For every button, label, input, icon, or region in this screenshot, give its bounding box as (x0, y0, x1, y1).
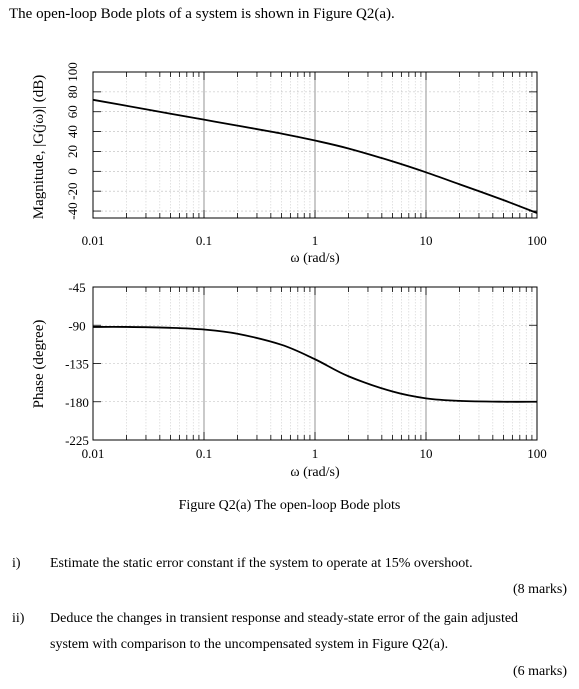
question-2-number: ii) (12, 611, 25, 626)
phase-xtick-label: 10 (420, 446, 433, 461)
mag-curve (92, 98, 538, 214)
figure-caption: Figure Q2(a) The open-loop Bode plots (178, 498, 401, 513)
mag-xtick-label: 1 (312, 233, 319, 248)
question-1-marks: (8 marks) (512, 582, 567, 597)
intro-text: The open-loop Bode plots of a system is … (9, 6, 395, 22)
phase-ytick-label: -90 (68, 318, 85, 333)
question-2-text-line2: system with comparison to the uncompensa… (50, 637, 449, 652)
phase-xtick-label: 1 (312, 446, 319, 461)
phase-frame (92, 286, 538, 441)
mag-ytick-label: 60 (65, 105, 80, 118)
mag-ylabel: Magnitude, |G(jω)| (dB) (31, 75, 47, 220)
phase-xlabel: ω (rad/s) (290, 465, 340, 480)
mag-ytick-label: 0 (65, 168, 80, 175)
phase-ytick-label: -225 (65, 433, 89, 448)
mag-xtick-label: 0.1 (196, 233, 212, 248)
question-1-number: i) (12, 556, 21, 571)
mag-ytick-label: 80 (65, 85, 80, 98)
phase-ylabel: Phase (degree) (31, 320, 47, 409)
mag-ytick-label: 100 (65, 62, 80, 82)
mag-ytick-label: -40 (65, 202, 80, 219)
mag-xtick-label: 10 (420, 233, 433, 248)
mag-frame (92, 71, 538, 219)
phase-ytick-label: -45 (68, 280, 85, 295)
phase-xtick-label: 0.01 (82, 446, 105, 461)
phase-curve (92, 325, 538, 403)
mag-xlabel: ω (rad/s) (290, 251, 340, 266)
question-1-text: Estimate the static error constant if th… (50, 556, 473, 571)
magnitude-plot: 100 80 60 40 20 0 -20 -400.01 0.1 1 10 100 ω (rad/s)… (31, 62, 547, 266)
phase-xtick-label: 0.1 (196, 446, 212, 461)
mag-ytick-label: 40 (65, 125, 80, 138)
mag-xtick-label: 100 (527, 233, 547, 248)
phase-ytick-label: -135 (65, 357, 89, 372)
question-2-text: Deduce the changes in transient response… (50, 611, 519, 626)
mag-ytick-label: -20 (65, 183, 80, 200)
mag-ytick-label: 20 (65, 145, 80, 158)
phase-xtick-label: 100 (527, 446, 547, 461)
question-2-marks: (6 marks) (512, 664, 567, 679)
mag-xtick-label: 0.01 (82, 233, 105, 248)
phase-ytick-label: -180 (65, 395, 89, 410)
